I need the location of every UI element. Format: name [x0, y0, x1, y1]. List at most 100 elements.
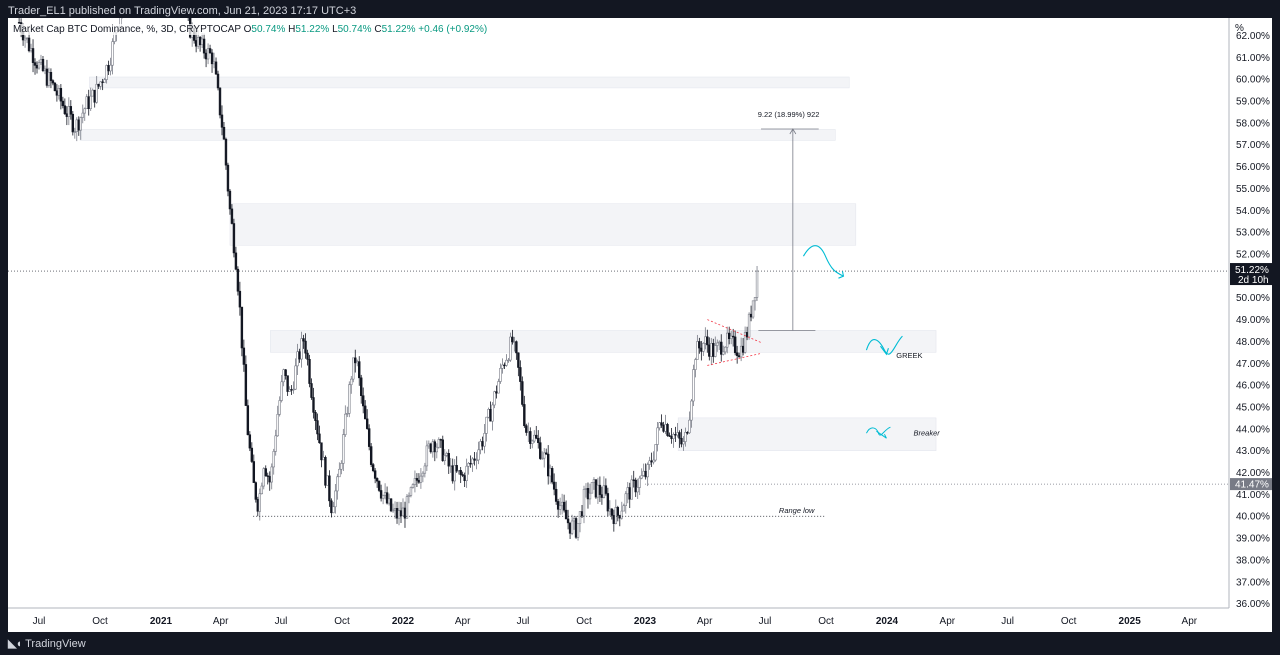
candle-body: [39, 58, 43, 63]
symbol-name[interactable]: Market Cap BTC Dominance, %, 3D, CRYPTOC…: [13, 24, 241, 35]
candle: [95, 75, 98, 104]
candle-body: [41, 58, 45, 71]
candle-body: [47, 72, 51, 86]
candle-body: [634, 479, 637, 493]
candle-body: [499, 367, 502, 382]
candle-body: [706, 336, 709, 346]
candle: [218, 87, 222, 119]
candle-body: [610, 508, 614, 516]
candle: [753, 297, 757, 311]
candle-body: [682, 441, 685, 445]
candle-body: [552, 481, 556, 490]
candle: [258, 488, 261, 521]
candle: [560, 493, 564, 515]
candle-body: [198, 36, 202, 46]
candle-body: [371, 464, 375, 472]
candle: [546, 445, 550, 485]
candle-body: [646, 464, 649, 478]
y-tick-label: 55.00%: [1236, 184, 1270, 195]
candle: [284, 369, 287, 380]
candle-body: [745, 332, 749, 338]
current-price-tag: [1230, 263, 1272, 286]
tradingview-logo[interactable]: ◣◖ TradingView: [8, 637, 86, 651]
candle-body: [714, 345, 717, 357]
y-tick-label: 54.00%: [1236, 206, 1270, 217]
candle-body: [298, 351, 301, 360]
candle-body: [716, 342, 719, 346]
price-chart[interactable]: 9.22 (18.99%) 922 GREEK Breaker Range low% 3…: [8, 18, 1272, 632]
candle-body: [463, 475, 466, 481]
candle: [340, 460, 343, 475]
candle: [632, 470, 635, 488]
candle: [578, 511, 582, 533]
candle-body: [322, 457, 325, 461]
candle: [529, 427, 532, 449]
candle: [51, 79, 55, 86]
candle: [385, 486, 389, 505]
candle-body: [286, 375, 289, 392]
candle: [242, 339, 246, 372]
candle-body: [574, 518, 578, 538]
candle-body: [342, 434, 345, 464]
candle-body: [334, 490, 337, 508]
candle-body: [600, 494, 604, 498]
candle: [252, 454, 256, 483]
candle-body: [594, 479, 598, 498]
candle-body: [720, 341, 723, 355]
candle: [413, 470, 417, 493]
y-tick-label: 39.00%: [1236, 534, 1270, 545]
candle-body: [684, 432, 687, 442]
candle: [576, 523, 580, 541]
candle-body: [276, 413, 279, 437]
candle: [367, 424, 371, 451]
candle-body: [51, 80, 55, 84]
candle-body: [511, 336, 514, 343]
candle: [447, 449, 450, 474]
candle-body: [304, 340, 307, 354]
candle: [31, 39, 35, 73]
candle: [606, 487, 610, 517]
candle: [755, 265, 759, 301]
chart-area[interactable]: 9.22 (18.99%) 922 GREEK Breaker Range low% 3…: [8, 18, 1272, 632]
candle: [67, 97, 71, 126]
x-tick-label: Oct: [92, 616, 108, 627]
high-label: H: [288, 24, 296, 35]
candle-body: [383, 492, 387, 496]
candle: [350, 376, 353, 394]
candle-body: [212, 61, 216, 65]
candle: [306, 349, 309, 366]
candle-body: [360, 377, 363, 397]
candle-body: [501, 364, 504, 369]
candle: [487, 407, 490, 419]
y-tick-label: 47.00%: [1236, 359, 1270, 370]
candle: [41, 56, 45, 73]
candle-body: [733, 336, 737, 354]
candle: [449, 457, 452, 473]
candle-body: [674, 434, 677, 436]
candle-body: [696, 341, 699, 360]
candle-body: [268, 476, 271, 483]
candle: [495, 385, 498, 399]
candle-body: [226, 164, 230, 192]
candle: [439, 438, 442, 448]
candle: [584, 483, 588, 498]
candle-body: [278, 400, 281, 415]
candle-body: [222, 126, 226, 140]
candle-body: [570, 520, 574, 534]
candle: [318, 425, 321, 444]
candle: [423, 462, 427, 478]
candle: [290, 385, 293, 395]
candle-body: [95, 83, 98, 103]
candle: [97, 83, 100, 90]
candle: [638, 475, 641, 496]
candle: [407, 492, 411, 504]
candle: [89, 87, 92, 111]
candle-body: [582, 489, 586, 517]
candle: [238, 281, 242, 316]
candle-body: [264, 468, 267, 477]
candle-body: [743, 332, 747, 353]
candle: [747, 312, 751, 340]
candle-body: [69, 106, 73, 115]
candle: [471, 457, 474, 472]
candle: [371, 462, 375, 473]
